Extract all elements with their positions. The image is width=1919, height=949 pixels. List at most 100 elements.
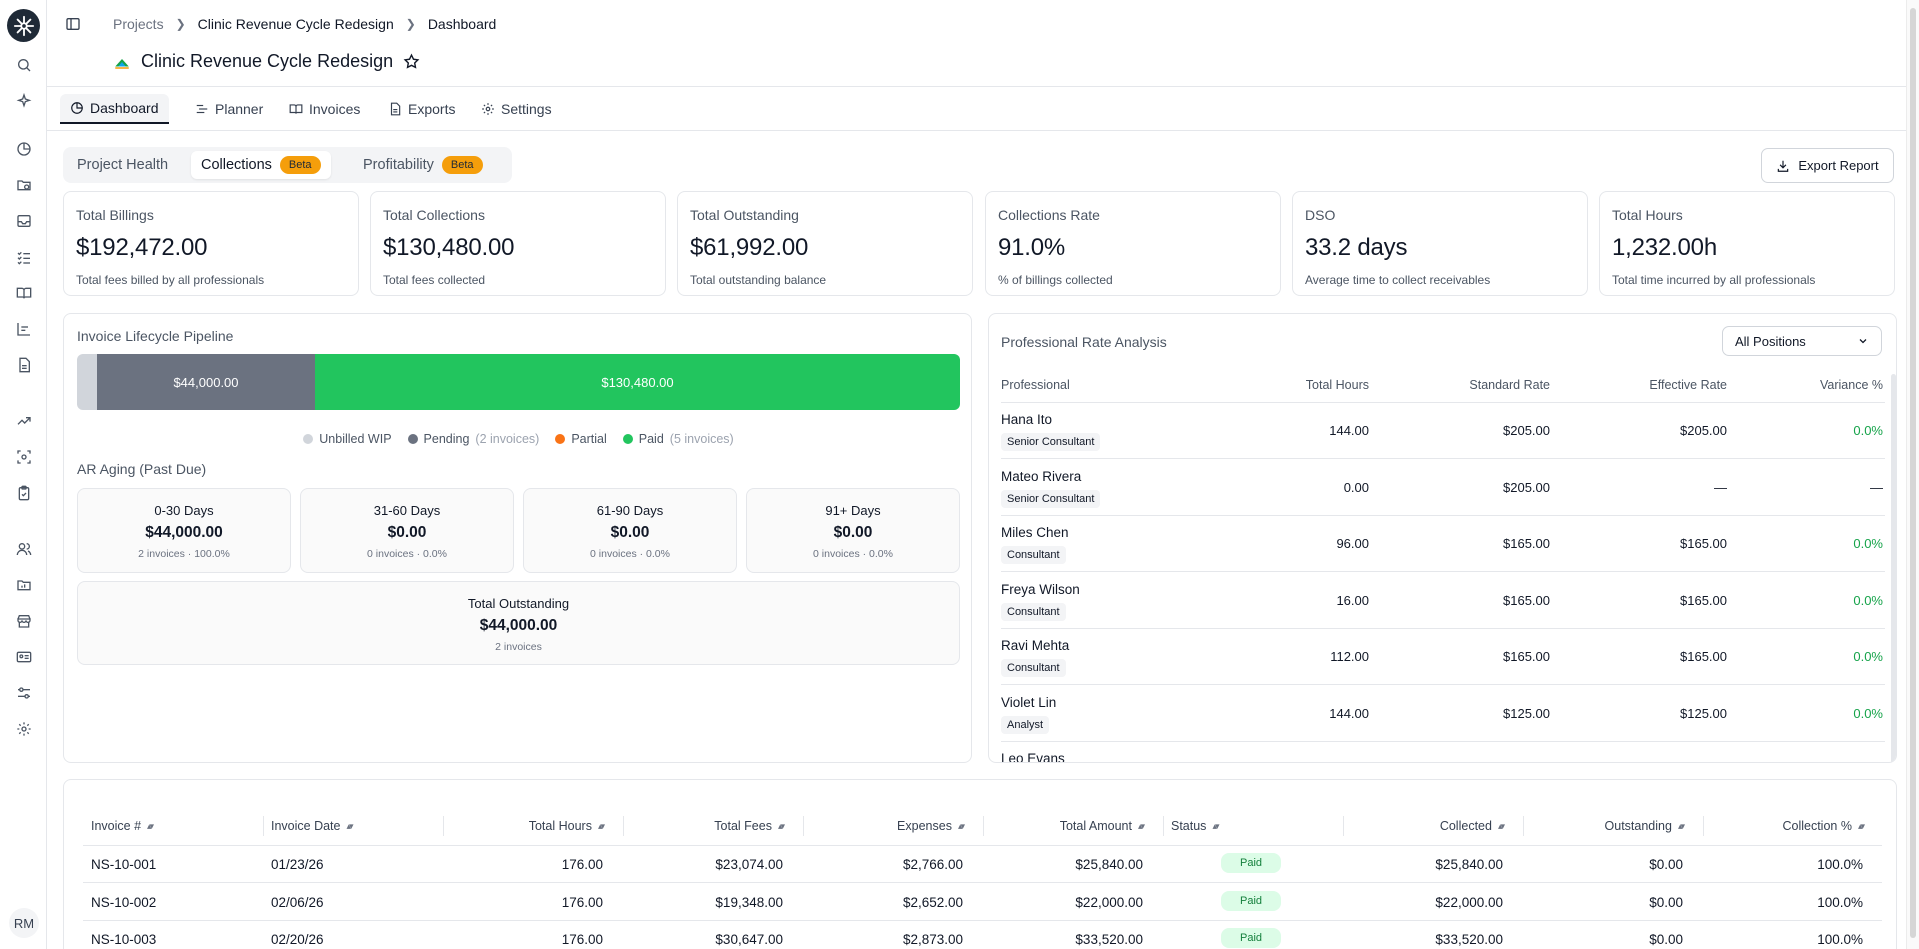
- tab-label: Invoices: [309, 101, 361, 117]
- column-header[interactable]: Collected ▴▾: [1440, 806, 1505, 846]
- column-header[interactable]: Invoice Date ▴▾: [271, 806, 354, 846]
- column-header[interactable]: Status ▴▾: [1171, 806, 1220, 846]
- app-logo[interactable]: [7, 9, 40, 42]
- search-icon[interactable]: [14, 55, 34, 75]
- column-header[interactable]: Professional: [1001, 378, 1070, 392]
- tab-label: Exports: [408, 101, 456, 117]
- table-row[interactable]: Leo Evans: [1001, 742, 1885, 762]
- tab-invoices[interactable]: Invoices: [279, 94, 370, 124]
- column-header[interactable]: Expenses ▴▾: [897, 806, 965, 846]
- inbox-icon[interactable]: [14, 211, 34, 231]
- folder-clock-icon[interactable]: [14, 175, 34, 195]
- table-row[interactable]: NS-10-001 01/23/26 176.00 $23,074.00 $2,766.…: [83, 846, 1882, 883]
- sort-icon[interactable]: ▴▾: [777, 820, 785, 831]
- star-icon[interactable]: [403, 53, 420, 70]
- sort-icon[interactable]: ▴▾: [147, 820, 154, 831]
- folder-chart-icon[interactable]: [14, 575, 34, 595]
- column-header[interactable]: Outstanding ▴▾: [1605, 806, 1685, 846]
- table-row[interactable]: NS-10-003 02/20/26 176.00 $30,647.00 $2,873.…: [83, 921, 1882, 949]
- position-filter-select[interactable]: All Positions: [1722, 326, 1882, 356]
- column-header[interactable]: Total Hours: [1305, 378, 1369, 392]
- stat-description: Average time to collect receivables: [1305, 273, 1491, 287]
- chevron-down-icon: [1859, 339, 1867, 344]
- standard-rate-cell: $205.00: [1503, 423, 1550, 438]
- users-icon[interactable]: [14, 539, 34, 559]
- sliders-icon[interactable]: [14, 683, 34, 703]
- column-header[interactable]: Total Amount ▴▾: [1060, 806, 1145, 846]
- trending-up-icon[interactable]: [14, 411, 34, 431]
- task-list-icon[interactable]: [14, 247, 34, 267]
- table-row[interactable]: Violet Lin Analyst 144.00 $125.00 $125.00 0.0…: [1001, 686, 1885, 742]
- tab-dashboard[interactable]: Dashboard: [60, 94, 169, 124]
- subtab-label: Collections: [201, 157, 272, 173]
- sort-icon[interactable]: ▴▾: [1857, 820, 1865, 831]
- sort-icon[interactable]: ▴▾: [1677, 820, 1685, 831]
- table-row[interactable]: Hana Ito Senior Consultant 144.00 $205.00 $2…: [1001, 403, 1885, 459]
- page-scrollbar[interactable]: [1906, 0, 1919, 949]
- sort-icon[interactable]: ▴▾: [597, 820, 605, 831]
- pie-chart-icon[interactable]: [14, 139, 34, 159]
- column-divider: [443, 816, 444, 836]
- tab-settings[interactable]: Settings: [471, 94, 562, 124]
- subtab-project-health[interactable]: Project Health: [67, 151, 178, 179]
- breadcrumb-projects[interactable]: Projects: [113, 16, 164, 32]
- scrollbar-thumb[interactable]: [1910, 8, 1916, 938]
- column-header[interactable]: Effective Rate: [1649, 378, 1727, 392]
- professional-name: Freya Wilson: [1001, 581, 1080, 597]
- table-row[interactable]: Freya Wilson Consultant 16.00 $165.00 $165.0…: [1001, 573, 1885, 629]
- store-icon[interactable]: [14, 611, 34, 631]
- sort-icon[interactable]: ▴▾: [1212, 820, 1219, 831]
- bar-chart-icon[interactable]: [14, 319, 34, 339]
- table-row[interactable]: Mateo Rivera Senior Consultant 0.00 $205.00…: [1001, 460, 1885, 516]
- sort-icon[interactable]: ▴▾: [346, 820, 353, 831]
- column-header[interactable]: Invoice # ▴▾: [91, 806, 154, 846]
- variance-cell: 0.0%: [1853, 705, 1883, 721]
- total-fees-cell: $23,074.00: [715, 857, 783, 872]
- total-hours-cell: 16.00: [1336, 592, 1369, 608]
- invoice-number-cell: NS-10-001: [91, 857, 157, 872]
- stat-description: Total outstanding balance: [690, 273, 827, 287]
- effective-rate-cell: $205.00: [1680, 423, 1727, 438]
- variance-cell: 0.0%: [1853, 423, 1883, 438]
- sparkle-icon[interactable]: [14, 91, 34, 111]
- status-badge: Paid: [1221, 890, 1282, 911]
- effective-rate-cell: $165.00: [1680, 536, 1727, 551]
- column-header[interactable]: Standard Rate: [1469, 378, 1550, 392]
- column-header[interactable]: Total Hours ▴▾: [529, 806, 605, 846]
- clipboard-check-icon[interactable]: [14, 483, 34, 503]
- tab-planner[interactable]: Planner: [185, 94, 273, 124]
- subtab-profitability[interactable]: Profitability Beta: [353, 151, 493, 179]
- document-icon[interactable]: [14, 355, 34, 375]
- table-row[interactable]: Ravi Mehta Consultant 112.00 $165.00 $165.00…: [1001, 629, 1885, 685]
- dashboard-view-switcher: Project Health Collections Beta Profitab…: [63, 147, 512, 183]
- rate-table-body: Hana Ito Senior Consultant 144.00 $205.00 $2…: [989, 403, 1889, 762]
- subtab-collections[interactable]: Collections Beta: [191, 151, 331, 179]
- column-header[interactable]: Variance %: [1820, 378, 1883, 392]
- aging-total-label: Total Outstanding: [467, 596, 570, 611]
- professional-rate-panel: Professional Rate Analysis All Positions…: [988, 313, 1897, 763]
- scan-face-icon[interactable]: [14, 447, 34, 467]
- breadcrumb-project[interactable]: Clinic Revenue Cycle Redesign: [197, 16, 394, 32]
- column-header[interactable]: Total Fees ▴▾: [714, 806, 785, 846]
- table-row[interactable]: Miles Chen Consultant 96.00 $165.00 $165.00 0…: [1001, 516, 1885, 572]
- tab-exports[interactable]: Exports: [378, 94, 465, 124]
- stat-description: % of billings collected: [998, 273, 1113, 287]
- table-row[interactable]: NS-10-002 02/06/26 176.00 $19,348.00 $2,652.…: [83, 884, 1882, 921]
- sort-icon[interactable]: ▴▾: [957, 820, 965, 831]
- export-report-button[interactable]: Export Report: [1761, 148, 1894, 183]
- standard-rate-cell: $165.00: [1503, 592, 1550, 608]
- book-open-icon[interactable]: [14, 283, 34, 303]
- aging-bucket-card: 61-90 Days $0.00 0 invoices · 0.0%: [523, 488, 737, 573]
- professional-name: Ravi Mehta: [1001, 638, 1070, 653]
- legend-item: Pending (2 invoices): [407, 432, 539, 446]
- user-avatar[interactable]: RM: [9, 908, 39, 938]
- sort-icon[interactable]: ▴▾: [1497, 820, 1505, 831]
- rate-table-scrollbar[interactable]: [1891, 374, 1896, 762]
- panel-toggle-icon[interactable]: [65, 16, 81, 32]
- outstanding-cell: $0.00: [1649, 857, 1683, 872]
- gear-icon[interactable]: [14, 719, 34, 739]
- id-card-icon[interactable]: [14, 647, 34, 667]
- column-header[interactable]: Collection % ▴▾: [1782, 806, 1865, 846]
- sort-icon[interactable]: ▴▾: [1137, 820, 1145, 831]
- subtab-label: Profitability: [363, 157, 434, 173]
